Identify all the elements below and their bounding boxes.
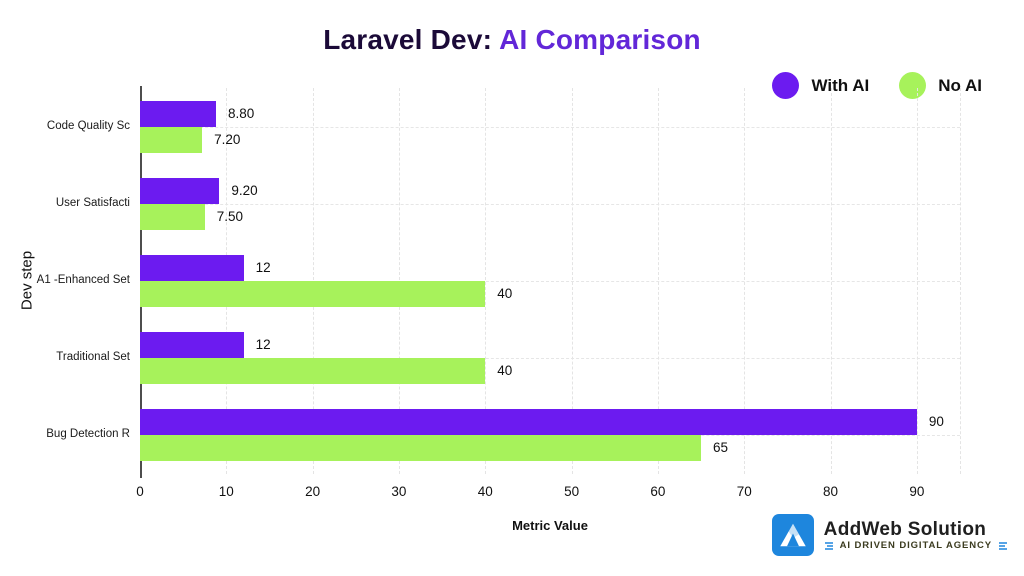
bar-value-label: 8.80 [227, 105, 255, 121]
bar-value-label: 12 [255, 260, 271, 275]
x-tick-label: 70 [736, 484, 752, 499]
x-tick-label: 80 [823, 484, 839, 499]
bar-no-ai [140, 281, 486, 307]
bar-no-ai [140, 126, 203, 153]
category-label: User Satisfacti [55, 196, 130, 209]
x-tick-label: 50 [564, 484, 580, 499]
logo-a-glyph [779, 523, 806, 547]
bar-value-label: 40 [497, 363, 513, 379]
chart-legend: With AI No AI [772, 72, 982, 99]
bar-value-label: 7.50 [216, 208, 244, 224]
gridline-horizontal [140, 281, 960, 282]
bar-value-label: 9.20 [231, 182, 258, 198]
legend-label-no-ai: No AI [938, 75, 982, 95]
y-axis-title: Dev step [18, 250, 36, 311]
bar-with-ai [140, 332, 244, 359]
bar-value-label: 40 [497, 286, 513, 301]
bar-with-ai [140, 255, 244, 281]
gridline-vertical [960, 88, 961, 474]
x-tick-label: 30 [391, 484, 407, 499]
gridline-horizontal [140, 126, 960, 128]
legend-item-with-ai: With AI [772, 72, 869, 99]
x-tick-label: 40 [477, 484, 493, 499]
brand-tagline-text: AI DRIVEN DIGITAL AGENCY [839, 540, 992, 552]
x-tick-label: 20 [305, 484, 321, 499]
page-title: Laravel Dev: AI Comparison [0, 24, 1024, 56]
x-tick-label: 10 [218, 484, 234, 499]
brand-name: AddWeb Solution [823, 518, 987, 540]
x-tick-label: 0 [136, 484, 144, 499]
flow-left-icon [824, 542, 833, 550]
bar-no-ai [140, 435, 702, 462]
plot-area: Code Quality Sc 8.80 7.20 User Satisfacti 9.… [37, 86, 961, 499]
category-label: Traditional Set [56, 351, 130, 364]
flow-right-icon [999, 542, 1007, 550]
x-tick-label: 90 [909, 484, 925, 499]
bar-value-label: 12 [255, 337, 271, 353]
gridline-horizontal [140, 358, 960, 360]
bar-value-label: 90 [928, 414, 944, 430]
title-prefix: Laravel Dev: [323, 24, 500, 55]
bar-with-ai [140, 409, 917, 436]
brand-tagline: AI DRIVEN DIGITAL AGENCY [824, 540, 1008, 551]
category-label: Code Quality Sc [46, 119, 130, 132]
bar-value-label: 7.20 [214, 131, 241, 147]
addweb-logo-icon [771, 514, 814, 556]
category-label: Bug Detection R [46, 428, 130, 441]
legend-dot-no-ai [899, 72, 927, 99]
gridline-horizontal [140, 203, 960, 205]
category-label: A1 -Enhanced Set [36, 274, 130, 286]
title-highlight: AI Comparison [499, 24, 701, 55]
legend-label-with-ai: With AI [811, 75, 870, 95]
bar-no-ai [140, 358, 486, 385]
bar-with-ai [140, 177, 220, 204]
logo-text-block: AddWeb Solution AI DRIVEN DIGITAL AGENCY [823, 518, 1008, 551]
x-axis-title: Metric Value [512, 518, 588, 533]
legend-dot-with-ai [772, 72, 800, 99]
bar-value-label: 65 [713, 440, 729, 456]
legend-item-no-ai: No AI [899, 72, 982, 99]
brand-footer: AddWeb Solution AI DRIVEN DIGITAL AGENCY [771, 514, 1008, 556]
bar-no-ai [140, 203, 205, 230]
bar-with-ai [140, 100, 216, 127]
x-tick-label: 60 [650, 484, 666, 499]
